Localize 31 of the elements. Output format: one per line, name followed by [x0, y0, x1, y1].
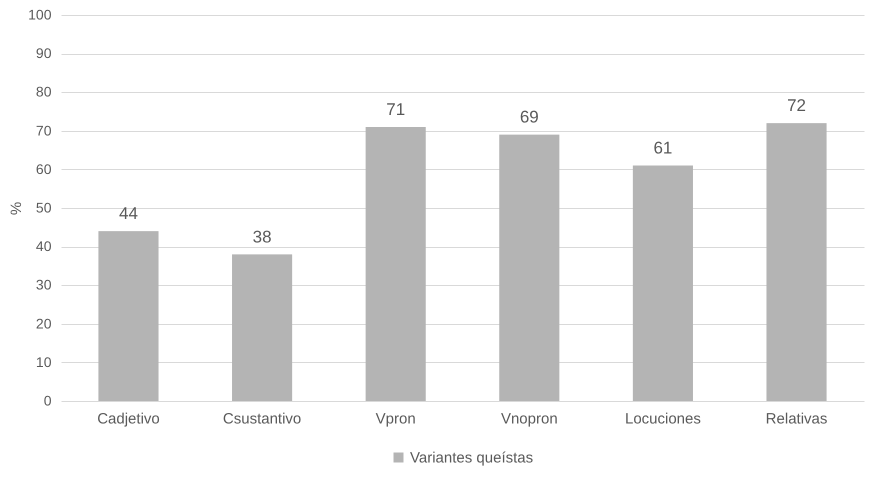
bar [98, 231, 159, 401]
y-tick-label: 40 [36, 238, 52, 254]
y-tick-label: 80 [36, 84, 52, 100]
data-label: 44 [119, 204, 138, 224]
y-tick-label: 50 [36, 200, 52, 216]
bar [766, 123, 827, 401]
x-tick-label: Csustantivo [222, 410, 302, 428]
y-tick-label: 100 [28, 6, 52, 22]
data-label: 61 [653, 138, 672, 158]
data-label: 69 [520, 108, 539, 127]
y-axis-title: % [8, 202, 26, 216]
x-tick-label: Vnopron [500, 410, 558, 428]
x-tick-label: Locuciones [624, 410, 701, 428]
x-tick-label: Relativas [766, 410, 828, 428]
bar [499, 134, 560, 401]
y-tick-label: 10 [36, 354, 52, 370]
y-tick-label: 0 [44, 392, 52, 408]
legend-label: Variantes queístas [410, 450, 534, 466]
y-tick-label: 20 [36, 315, 52, 332]
bar [366, 126, 426, 401]
data-label: 38 [252, 227, 272, 246]
x-tick-label: Cadjetivo [97, 410, 160, 428]
data-label: 72 [787, 96, 806, 116]
y-tick-label: 60 [36, 160, 52, 177]
data-label: 71 [386, 100, 406, 119]
bar [632, 166, 693, 401]
x-tick-label: Vpron [376, 410, 416, 428]
bar [232, 254, 292, 401]
y-tick-label: 90 [36, 45, 52, 62]
y-tick-label: 30 [36, 276, 52, 293]
y-tick-label: 70 [36, 122, 52, 138]
